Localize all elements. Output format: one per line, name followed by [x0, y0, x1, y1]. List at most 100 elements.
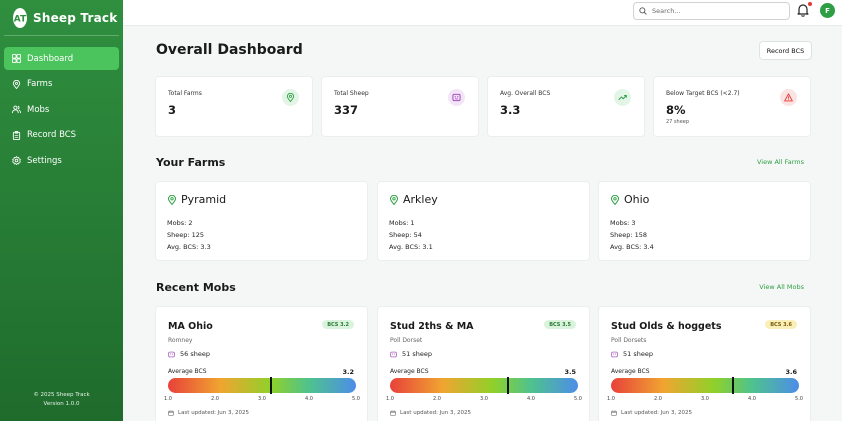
farm-card[interactable]: Pyramid Mobs: 2 Sheep: 125 Avg. BCS: 3.3 [155, 181, 368, 261]
bcs-scale-ticks: 1.0 2.0 3.0 4.0 5.0 [607, 396, 803, 404]
bcs-marker [732, 377, 735, 394]
farm-sheep: Sheep: 54 [389, 231, 422, 239]
sidebar-item-label: Settings [27, 155, 62, 166]
stat-icon-wrap [282, 89, 299, 106]
mob-name: Stud Olds & hoggets [611, 321, 722, 332]
sidebar-item-mobs[interactable]: Mobs [4, 98, 119, 121]
record-bcs-button[interactable]: Record BCS [759, 41, 812, 60]
farm-sheep: Sheep: 125 [167, 231, 205, 239]
mob-card[interactable]: Stud 2ths & MA BCS 3.5 Poll Dorset 51 sh… [377, 306, 590, 421]
bcs-tick-label: 4.0 [748, 396, 756, 402]
stat-value: 8% [666, 103, 686, 117]
mob-breed: Poll Dorsets [611, 337, 647, 344]
stat-value: 337 [334, 103, 359, 117]
mob-name: MA Ohio [168, 321, 213, 332]
grid-icon [12, 54, 21, 63]
search-box[interactable] [633, 2, 790, 20]
bcs-tick-label: 1.0 [607, 396, 615, 402]
sidebar-item-settings[interactable]: Settings [4, 149, 119, 172]
bcs-tick-label: 2.0 [433, 396, 441, 402]
sidebar-item-label: Farms [27, 79, 53, 89]
sidebar: AT Sheep Track Dashboard Farms Mobs Reco… [0, 0, 123, 421]
farms-section-title: Your Farms [156, 156, 226, 169]
average-bcs-value: 3.6 [785, 368, 797, 376]
farm-bcs: Avg. BCS: 3.4 [610, 243, 654, 251]
farm-name: Pyramid [167, 193, 226, 206]
bcs-tick-label: 4.0 [527, 396, 535, 402]
average-bcs-value: 3.5 [564, 368, 576, 376]
mob-sheep-count: 51 sheep [611, 350, 653, 358]
farm-bcs: Avg. BCS: 3.3 [167, 243, 211, 251]
farm-name-text: Pyramid [181, 193, 227, 206]
sheep-icon [611, 351, 618, 357]
mobs-section-title: Recent Mobs [156, 281, 236, 294]
stat-card-avg-bcs: Avg. Overall BCS 3.3 [487, 76, 645, 137]
bcs-gradient-bar [168, 377, 356, 394]
mob-sheep-text: 56 sheep [180, 350, 210, 358]
farm-mobs: Mobs: 2 [167, 219, 193, 227]
farm-bcs: Avg. BCS: 3.1 [389, 243, 433, 251]
sidebar-item-dashboard[interactable]: Dashboard [4, 47, 119, 70]
bcs-tick-label: 4.0 [305, 396, 313, 402]
trending-up-icon [618, 95, 627, 101]
search-icon [639, 7, 647, 15]
brand[interactable]: AT Sheep Track [4, 0, 119, 36]
gear-icon [12, 156, 21, 165]
search-input[interactable] [652, 7, 782, 15]
sidebar-item-label: Mobs [27, 104, 50, 115]
bcs-tick-label: 5.0 [352, 396, 360, 402]
stat-label: Total Farms [168, 90, 202, 97]
sidebar-nav: Dashboard Farms Mobs Record BCS Settings [0, 47, 123, 172]
main-content: Overall Dashboard Record BCS Total Farms… [123, 26, 842, 421]
sidebar-footer: © 2025 Sheep Track Version 1.0.0 [0, 391, 123, 409]
farm-name-text: Ohio [624, 193, 650, 206]
bcs-tick-label: 3.0 [258, 396, 266, 402]
bcs-tick-label: 1.0 [386, 396, 394, 402]
sidebar-item-record-bcs[interactable]: Record BCS [4, 124, 119, 147]
page-title: Overall Dashboard [156, 42, 303, 58]
sheep-icon [452, 93, 461, 102]
mob-name: Stud 2ths & MA [390, 321, 474, 332]
bcs-badge: BCS 3.5 [544, 320, 576, 329]
mob-updated-text: Last updated: Jun 3, 2025 [178, 410, 250, 416]
mob-card[interactable]: MA Ohio BCS 3.2 Romney 56 sheep Average … [155, 306, 368, 421]
sheep-logo-icon: AT [14, 14, 27, 24]
mob-breed: Poll Dorset [390, 337, 423, 344]
calendar-icon [168, 410, 174, 416]
mob-card[interactable]: Stud Olds & hoggets BCS 3.6 Poll Dorsets… [598, 306, 811, 421]
map-pin-icon [610, 194, 620, 205]
sidebar-item-farms[interactable]: Farms [4, 73, 119, 96]
bcs-tick-label: 2.0 [211, 396, 219, 402]
bcs-marker [270, 377, 273, 394]
topbar: F [123, 0, 842, 26]
average-bcs-label: Average BCS [611, 368, 650, 375]
sheep-icon [390, 351, 397, 357]
view-all-mobs-link[interactable]: View All Mobs [759, 283, 804, 291]
sidebar-item-label: Dashboard [27, 53, 74, 64]
sheep-icon [168, 351, 175, 357]
bcs-scale-ticks: 1.0 2.0 3.0 4.0 5.0 [164, 396, 360, 404]
bell-icon[interactable] [796, 3, 810, 17]
mob-last-updated: Last updated: Jun 3, 2025 [390, 410, 471, 416]
bcs-marker [506, 377, 509, 394]
svg-text:AT: AT [14, 14, 27, 24]
farm-card[interactable]: Arkley Mobs: 1 Sheep: 54 Avg. BCS: 3.1 [377, 181, 590, 261]
mob-sheep-count: 51 sheep [390, 350, 432, 358]
view-all-farms-link[interactable]: View All Farms [756, 158, 804, 166]
stat-label: Below Target BCS (<2.7) [666, 90, 740, 97]
bcs-scale-ticks: 1.0 2.0 3.0 4.0 5.0 [386, 396, 582, 404]
mob-breed: Romney [168, 337, 193, 344]
mob-last-updated: Last updated: Jun 3, 2025 [611, 410, 692, 416]
bcs-gradient-bar [611, 377, 799, 394]
farm-name: Ohio [610, 193, 649, 206]
calendar-icon [611, 410, 617, 416]
bcs-tick-label: 3.0 [701, 396, 709, 402]
map-pin-icon [167, 194, 177, 205]
farm-card[interactable]: Ohio Mobs: 3 Sheep: 158 Avg. BCS: 3.4 [598, 181, 811, 261]
stat-card-total-sheep: Total Sheep 337 [321, 76, 479, 137]
stat-icon-wrap [780, 89, 797, 106]
bcs-tick-label: 5.0 [795, 396, 803, 402]
mob-sheep-text: 51 sheep [402, 350, 432, 358]
stat-label: Avg. Overall BCS [500, 90, 551, 97]
avatar[interactable]: F [820, 3, 835, 18]
